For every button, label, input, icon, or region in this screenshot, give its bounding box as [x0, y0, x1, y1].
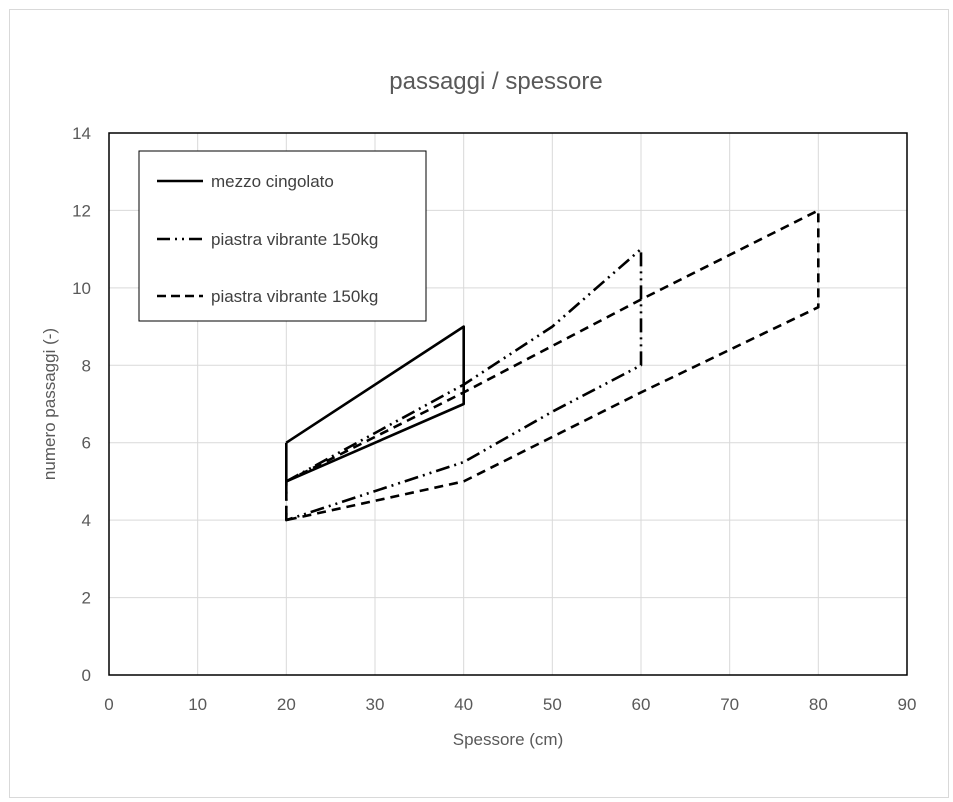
y-tick-label: 8	[82, 356, 91, 375]
y-tick-label: 4	[82, 511, 91, 530]
y-axis-label: numero passaggi (-)	[40, 328, 59, 480]
legend-label-2: piastra vibrante 150kg	[211, 230, 378, 249]
y-tick-label: 0	[82, 666, 91, 685]
y-tick-label: 14	[72, 124, 91, 143]
x-tick-label: 0	[104, 695, 113, 714]
legend-label-1: mezzo cingolato	[211, 172, 334, 191]
series-line-1	[284, 325, 466, 483]
chart-title: passaggi / spessore	[389, 68, 602, 95]
x-tick-label: 40	[454, 695, 473, 714]
x-axis-label: Spessore (cm)	[453, 730, 564, 749]
x-tick-label: 10	[188, 695, 207, 714]
y-tick-label: 10	[72, 279, 91, 298]
plot-area-border	[108, 132, 908, 676]
legend-box	[138, 150, 427, 322]
x-tick-label: 90	[898, 695, 917, 714]
x-tick-label: 20	[277, 695, 296, 714]
legend-label-3: piastra vibrante 150kg	[211, 287, 378, 306]
legend: mezzo cingolato piastra vibrante 150kg pia…	[138, 150, 427, 322]
y-tick-label: 6	[82, 434, 91, 453]
x-tick-label: 70	[720, 695, 739, 714]
chart-frame	[9, 9, 949, 798]
series-line-2	[284, 247, 643, 522]
x-tick-label: 60	[632, 695, 651, 714]
x-tick-label: 50	[543, 695, 562, 714]
y-tick-label: 2	[82, 589, 91, 608]
y-tick-label: 12	[72, 201, 91, 220]
x-tick-label: 30	[366, 695, 385, 714]
series-layer	[284, 209, 820, 522]
tick-labels: 0 10 20 30 40 50 60 70 80 90 0 2 4 6 8 10 12 14	[72, 124, 916, 714]
x-tick-label: 80	[809, 695, 828, 714]
